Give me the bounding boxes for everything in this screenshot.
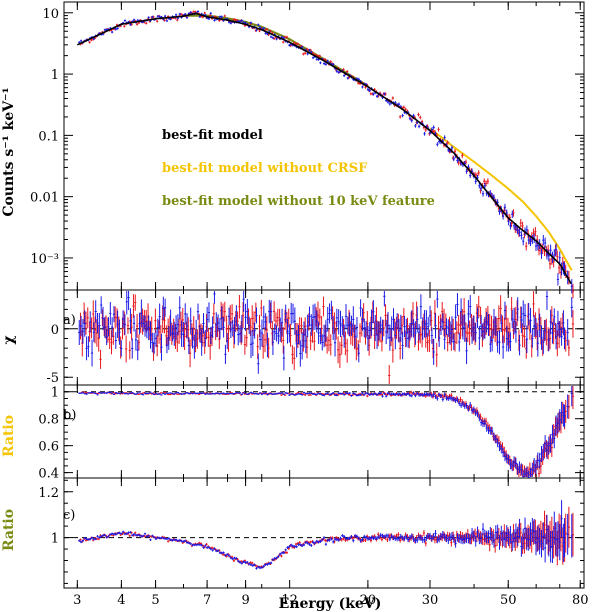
y-tick-label: 1	[51, 532, 59, 547]
legend-without-10kev-feature: best-fit model without 10 keV feature	[162, 194, 435, 209]
data-layer	[64, 10, 584, 570]
panel-frame	[63, 1, 585, 291]
curve-best-fit	[76, 12, 572, 285]
x-tick-label: 9	[241, 593, 249, 608]
ratio-10kev-ylabel: Ratio	[1, 509, 17, 551]
y-tick-label: -5	[46, 371, 59, 386]
y-tick-label: 10	[42, 7, 59, 22]
y-tick-label: 0.8	[38, 413, 59, 428]
y-tick-label: 10⁻³	[30, 252, 59, 267]
ratio-crsf-ylabel: Ratio	[1, 415, 17, 457]
panel-tag-b: b)	[63, 408, 76, 423]
panel-frames	[63, 1, 585, 589]
x-tick-label: 3	[73, 593, 81, 608]
chi-ylabel: χ	[1, 335, 17, 344]
y-tick-label: 0.1	[38, 129, 59, 144]
legend-without-crsf: best-fit model without CRSF	[162, 161, 368, 176]
y-tick-label: 1	[51, 68, 59, 83]
y-tick-label: 0.6	[38, 440, 59, 455]
spectrum-ylabel: Counts s⁻¹ keV⁻¹	[1, 87, 17, 216]
y-tick-label: 0.01	[30, 191, 59, 206]
y-tick-label: 1	[51, 386, 59, 401]
x-tick-label: 4	[117, 593, 125, 608]
panel-frame	[63, 477, 585, 589]
legend: best-fit model best-fit model without CR…	[162, 128, 435, 209]
x-tick-label: 30	[422, 593, 439, 608]
y-tick-label: 0.4	[38, 467, 59, 482]
x-tick-label: 80	[572, 593, 589, 608]
y-tick-label: 0	[51, 323, 59, 338]
curve-without-crsf	[429, 127, 573, 271]
x-tick-label: 20	[360, 593, 377, 608]
energy-xlabel: Energy (keV)	[279, 596, 382, 612]
x-tick-label: 50	[500, 593, 517, 608]
x-tick-label: 12	[281, 593, 298, 608]
x-tick-label: 5	[151, 593, 159, 608]
panel-tag-c: c)	[63, 508, 75, 523]
panel-frame	[63, 384, 585, 479]
axes-layer: 3 4 5 7 9 12 20 30 50 80 10⁻³ 0.01 0.1 1 10 -5 0 0.4 0.6 0.…	[30, 2, 588, 608]
panel-tag-a: a)	[63, 313, 76, 328]
legend-best-fit-model: best-fit model	[162, 128, 263, 143]
curve-without-10kev	[183, 14, 369, 87]
y-tick-label: 1.2	[38, 486, 59, 501]
x-tick-label: 7	[203, 593, 211, 608]
